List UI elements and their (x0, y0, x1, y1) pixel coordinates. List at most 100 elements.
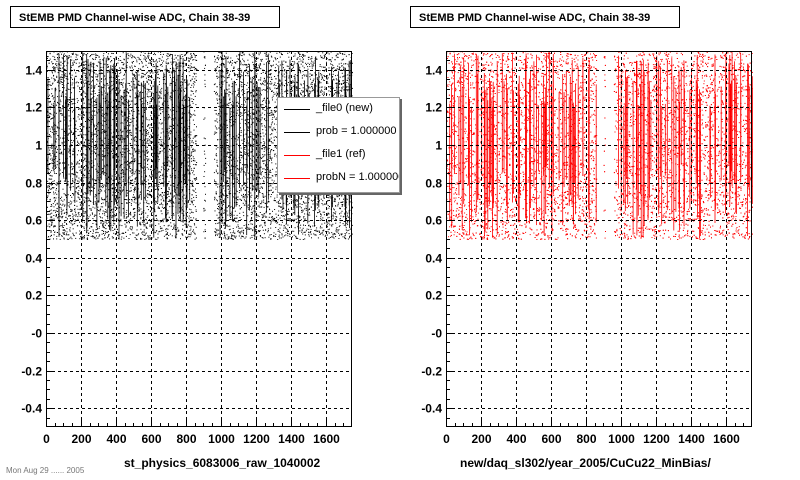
data-point (299, 66, 301, 68)
data-point (131, 226, 133, 228)
data-point (328, 228, 330, 230)
data-point (133, 191, 135, 193)
data-point (224, 190, 226, 192)
data-point (104, 92, 106, 94)
data-point (193, 223, 195, 225)
data-point (124, 138, 126, 140)
data-point (281, 53, 282, 55)
data-point (276, 201, 278, 203)
data-point (272, 95, 274, 97)
data-point (273, 91, 275, 93)
data-point (146, 152, 148, 153)
data-point (79, 233, 81, 235)
data-point (264, 177, 266, 179)
data-point (78, 194, 80, 196)
data-point (315, 234, 317, 236)
data-point (147, 138, 149, 140)
data-point (223, 64, 225, 65)
data-point (129, 170, 131, 172)
data-point (244, 237, 246, 239)
data-point (344, 53, 346, 55)
data-point (128, 238, 130, 239)
data-point (239, 51, 241, 53)
data-point (335, 218, 337, 220)
data-point (49, 58, 51, 60)
data-point (183, 96, 185, 98)
data-point (149, 89, 151, 90)
data-point (309, 232, 311, 234)
data-point (69, 102, 71, 103)
data-point (48, 193, 50, 195)
data-point (278, 61, 280, 63)
data-point (98, 227, 100, 229)
data-point (279, 227, 281, 229)
data-point (173, 214, 175, 216)
data-point (49, 84, 51, 86)
data-point (129, 55, 131, 57)
data-point (57, 53, 59, 55)
data-point (258, 216, 260, 217)
data-point (189, 104, 191, 106)
data-point (144, 53, 146, 54)
data-point (331, 64, 333, 65)
data-point (322, 217, 324, 219)
data-point (75, 72, 77, 74)
data-point (261, 186, 263, 188)
data-point (102, 171, 104, 173)
data-point (46, 165, 48, 167)
data-point (265, 229, 267, 231)
data-point (48, 114, 50, 116)
data-point (253, 64, 255, 66)
data-point (216, 230, 218, 231)
data-point (257, 118, 259, 120)
data-point (53, 191, 54, 193)
data-point (341, 53, 343, 54)
data-point (218, 206, 219, 207)
data-point (169, 130, 171, 132)
data-point (152, 160, 154, 162)
data-point (329, 199, 330, 201)
data-point (75, 53, 77, 55)
data-point (135, 188, 136, 190)
data-point (150, 115, 152, 117)
data-point (203, 231, 205, 233)
data-point (177, 184, 178, 186)
data-point (114, 194, 116, 196)
data-point (91, 115, 93, 117)
data-point (134, 211, 136, 213)
data-point (303, 55, 305, 57)
data-point (217, 55, 219, 57)
data-point (261, 237, 263, 238)
data-point (121, 131, 123, 133)
data-point (126, 135, 128, 137)
data-point (102, 120, 104, 122)
data-point (75, 75, 77, 77)
data-point (285, 61, 286, 63)
data-point (319, 220, 321, 221)
data-point (79, 66, 81, 68)
data-point (216, 67, 218, 69)
data-point (60, 120, 62, 122)
data-point (243, 184, 245, 185)
data-point (147, 202, 149, 204)
data-point (69, 206, 71, 208)
data-point (102, 156, 104, 157)
data-point (141, 211, 143, 213)
data-point (260, 119, 262, 121)
data-point (154, 71, 156, 73)
data-point (324, 88, 326, 90)
data-point (244, 123, 246, 124)
data-point (77, 186, 79, 188)
data-point (237, 226, 239, 228)
data-point (269, 134, 271, 136)
data-point (138, 59, 140, 61)
data-point (167, 225, 169, 227)
data-point (179, 217, 181, 218)
data-point (61, 53, 62, 55)
data-point (303, 231, 305, 233)
data-point (184, 230, 186, 232)
data-point (299, 192, 301, 194)
data-point (309, 225, 311, 227)
data-point (285, 214, 286, 216)
data-point (243, 112, 245, 114)
